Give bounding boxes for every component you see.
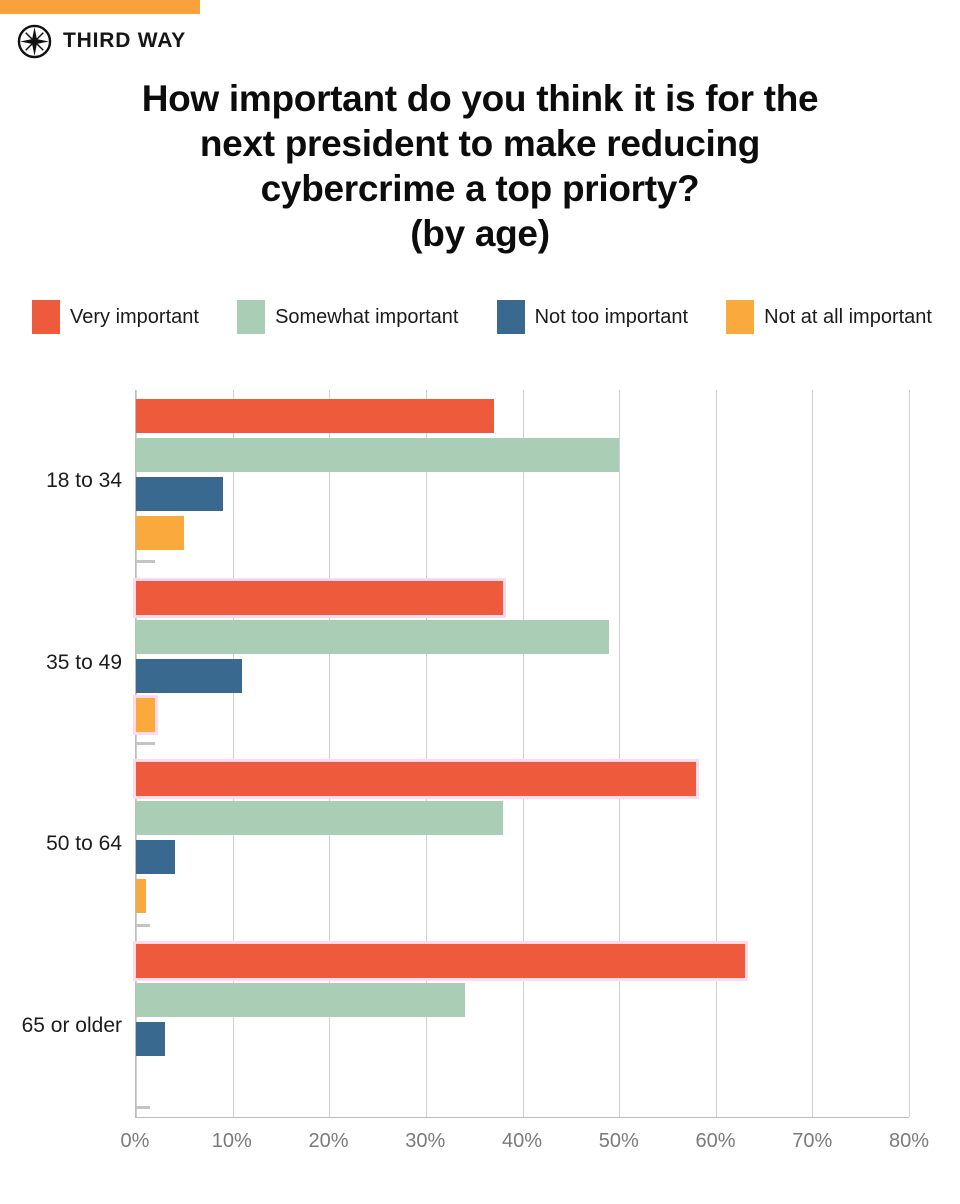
bar-residual-50-to-64 bbox=[136, 923, 151, 927]
bar-group-18-to-34: 18 to 34 bbox=[46, 390, 909, 572]
gridline-50% bbox=[619, 390, 621, 1117]
gridline-20% bbox=[329, 390, 331, 1117]
bar-not-too-important-18-to-34 bbox=[136, 476, 223, 511]
bar-very-important-35-to-49 bbox=[136, 580, 504, 615]
x-tick-label-0%: 0% bbox=[120, 1130, 150, 1152]
bar-very-important-65-or-older bbox=[136, 944, 745, 979]
bar-not-too-important-35-to-49 bbox=[136, 658, 243, 693]
bar-group-50-to-64: 50 to 64 bbox=[46, 754, 909, 936]
gridline-0% bbox=[136, 390, 137, 1117]
legend-swatch-not-at-all-important bbox=[726, 300, 755, 334]
gridline-10% bbox=[232, 390, 234, 1117]
legend-label: Not too important bbox=[534, 305, 689, 328]
x-tick-label-20%: 20% bbox=[308, 1130, 349, 1152]
x-tick-label-40%: 40% bbox=[501, 1130, 543, 1152]
bar-group-65-or-older: 65 or older bbox=[22, 935, 909, 1117]
title-line: (by age) bbox=[410, 213, 550, 254]
bar-not-at-all-important-50-to-64 bbox=[136, 879, 146, 914]
bar-residual-65-or-older bbox=[136, 1105, 151, 1109]
bar-not-too-important-50-to-64 bbox=[136, 840, 175, 875]
brand-header: THIRD WAY bbox=[16, 22, 960, 60]
x-tick-label-10%: 10% bbox=[211, 1130, 252, 1152]
x-tick-label-70%: 70% bbox=[792, 1130, 833, 1152]
legend-label: Not at all important bbox=[764, 305, 932, 328]
bar-somewhat-important-18-to-34 bbox=[136, 437, 620, 472]
category-label-18-to-34: 18 to 34 bbox=[46, 468, 122, 492]
legend-swatch-somewhat-important bbox=[237, 300, 266, 334]
legend-label: Very important bbox=[70, 305, 199, 328]
plot-area: 18 to 34 35 to 49 50 to 64 65 or older bbox=[22, 390, 910, 1118]
category-label-35-to-49: 35 to 49 bbox=[46, 650, 122, 674]
legend-label: Somewhat important bbox=[275, 305, 459, 328]
x-tick-label-80%: 80% bbox=[888, 1130, 930, 1152]
bar-residual-18-to-34 bbox=[136, 560, 156, 564]
title-line: How important do you think it is for the bbox=[141, 78, 819, 119]
legend-swatch-not-too-important bbox=[496, 300, 525, 334]
bar-somewhat-important-50-to-64 bbox=[136, 801, 504, 836]
top-accent-bar bbox=[0, 0, 200, 14]
bar-very-important-18-to-34 bbox=[136, 398, 494, 433]
legend-item-not-too-important: Not too important bbox=[496, 300, 689, 334]
third-way-compass-logo-icon bbox=[17, 24, 52, 58]
bar-chart: 18 to 34 35 to 49 50 to 64 65 or older 0% 10… bbox=[22, 390, 929, 1162]
bar-not-too-important-65-or-older bbox=[136, 1022, 165, 1057]
bar-not-at-all-important-35-to-49 bbox=[136, 697, 156, 732]
x-tick-label-30%: 30% bbox=[405, 1130, 446, 1152]
gridline-80% bbox=[909, 390, 910, 1117]
gridline-40% bbox=[522, 390, 524, 1117]
brand-name: THIRD WAY bbox=[63, 29, 187, 52]
bar-group-35-to-49: 35 to 49 bbox=[46, 572, 909, 754]
title-line: next president to make reducing bbox=[199, 123, 761, 164]
chart-title: How important do you think it is for the… bbox=[20, 76, 940, 256]
x-tick-label-50%: 50% bbox=[598, 1130, 639, 1152]
x-axis-tick-labels: 0% 10% 20% 30% 40% 50% 60% 70% 80% bbox=[121, 1130, 929, 1162]
legend-swatch-very-important bbox=[32, 300, 60, 334]
gridline-30% bbox=[425, 390, 427, 1117]
x-tick-label-60%: 60% bbox=[695, 1130, 736, 1152]
bar-very-important-50-to-64 bbox=[136, 762, 697, 797]
title-line: cybercrime a top priorty? bbox=[260, 168, 700, 209]
gridline-60% bbox=[715, 390, 717, 1117]
category-label-50-to-64: 50 to 64 bbox=[46, 832, 122, 856]
legend-item-very-important: Very important bbox=[32, 300, 199, 334]
bar-not-at-all-important-18-to-34 bbox=[136, 515, 185, 550]
legend-item-not-at-all-important: Not at all important bbox=[726, 300, 932, 334]
bar-somewhat-important-65-or-older bbox=[136, 983, 465, 1018]
bar-residual-35-to-49 bbox=[136, 742, 156, 746]
gridline-70% bbox=[812, 390, 814, 1117]
legend: Very important Somewhat important Not too … bbox=[32, 300, 932, 334]
legend-item-somewhat-important: Somewhat important bbox=[237, 300, 458, 334]
bar-somewhat-important-35-to-49 bbox=[136, 619, 610, 654]
category-label-65-or-older: 65 or older bbox=[21, 1014, 122, 1038]
